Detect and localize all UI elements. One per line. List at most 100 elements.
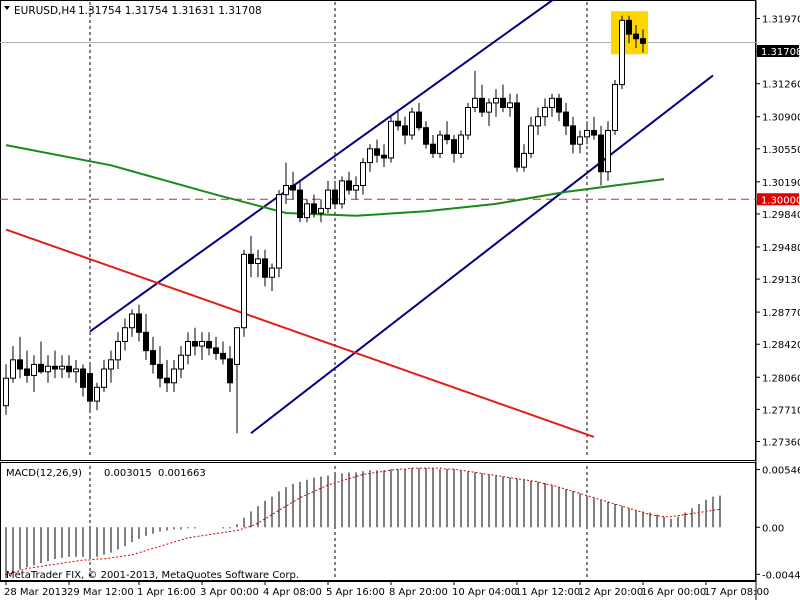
candle-body [38,363,44,373]
candle-body [115,340,121,361]
candle-6 [45,355,51,383]
candle-79 [556,93,562,122]
time-axis[interactable]: 28 Mar 2013 29 Mar 12:00 1 Apr 16:00 3 Apr … [4,581,769,598]
candle-55 [388,116,394,163]
candle-body [500,97,506,109]
trendlines[interactable] [5,0,714,438]
time-axis-label-2: 1 Apr 16:00 [137,587,196,598]
candle-body [248,253,254,264]
candle-body [122,327,128,342]
collapse-triangle-icon[interactable] [4,6,10,10]
candle-19 [136,304,142,342]
channel-lower-line[interactable] [250,74,714,435]
candle-body [59,365,65,370]
candle-body [220,352,226,360]
price-axis-label-7: 1.29480 [762,243,800,254]
candle-body [304,203,310,219]
candle-body [31,363,37,376]
candle-82 [577,130,583,154]
candle-69 [486,98,492,126]
candle-81 [570,116,576,154]
candle-body [199,340,205,347]
candle-89 [626,15,632,44]
candle-body [10,359,16,379]
candle-39 [276,190,282,278]
price-axis-label-11: 1.28060 [762,373,800,384]
candle-43 [304,199,310,223]
candle-25 [178,346,184,379]
candle-body [374,148,380,156]
candle-3 [24,350,30,383]
candle-body [241,253,247,329]
svg-text:1.30000: 1.30000 [761,195,800,206]
candle-75 [528,116,534,158]
candle-58 [409,107,415,140]
candle-73 [514,93,520,172]
candle-40 [283,162,289,204]
price-axis-label-13: 1.27360 [762,437,800,448]
candle-body [577,136,583,145]
price-axis-label-0: 1.31970 [762,15,800,26]
candle-body [94,386,100,402]
red-trendline[interactable] [5,228,595,438]
candle-26 [185,332,191,365]
price-axis-label-4: 1.30550 [762,145,800,156]
candle-body [416,111,422,129]
candle-34 [241,249,247,337]
level-price-label: 1.30000 [757,193,800,206]
candle-32 [227,346,233,392]
macd-indicator: 0.005463 0.00 -0.00445 [5,466,800,581]
candle-11 [80,364,86,397]
candle-8 [59,355,65,379]
channel-upper-line[interactable] [89,0,573,333]
candle-83 [584,121,590,145]
candle-body [269,267,275,278]
candle-44 [311,194,317,218]
candle-body [514,102,520,168]
time-axis-label-0: 28 Mar 2013 [4,587,67,598]
candle-body [255,258,261,264]
price-axis-label-10: 1.28420 [762,340,800,351]
candle-47 [332,180,338,209]
candle-body [3,377,9,407]
price-axis-label-9: 1.28770 [762,308,800,319]
time-axis-label-9: 12 Apr 20:00 [578,587,643,598]
ma-line [5,144,665,217]
candle-body [591,129,597,136]
candle-33 [234,327,240,434]
candle-31 [220,341,226,365]
candle-21 [150,336,156,374]
price-axis-label-12: 1.27710 [762,405,800,416]
candle-body [262,258,268,278]
time-axis-label-7: 10 Apr 04:00 [452,587,517,598]
candle-86 [605,121,611,181]
candle-80 [563,102,569,136]
candle-body [171,368,177,384]
symbol-timeframe: EURUSD,H4 [14,5,76,17]
candle-body [409,111,415,136]
candle-38 [269,263,275,292]
candle-body [367,148,373,164]
candle-body [290,185,296,191]
candle-15 [108,350,114,383]
candle-46 [325,180,331,214]
candle-body [493,97,499,104]
candle-body [45,365,51,373]
candle-body [17,359,23,370]
macd-label: MACD(12,26,9) [6,468,82,479]
candle-body [402,125,408,136]
macd-signal-line [5,467,721,576]
candle-29 [206,332,212,356]
candle-body [234,327,240,365]
candle-72 [507,93,513,117]
copyright-text: MetaTrader FIX, © 2001-2013, MetaQuotes … [6,570,299,581]
candle-body [297,189,303,219]
time-axis-label-1: 29 Mar 12:00 [67,587,134,598]
price-axis-label-5: 1.30190 [762,178,800,189]
candle-14 [101,359,107,392]
macd-axis-label-1: 0.00 [762,523,784,534]
candle-body [276,194,282,269]
moving-average [5,144,665,217]
